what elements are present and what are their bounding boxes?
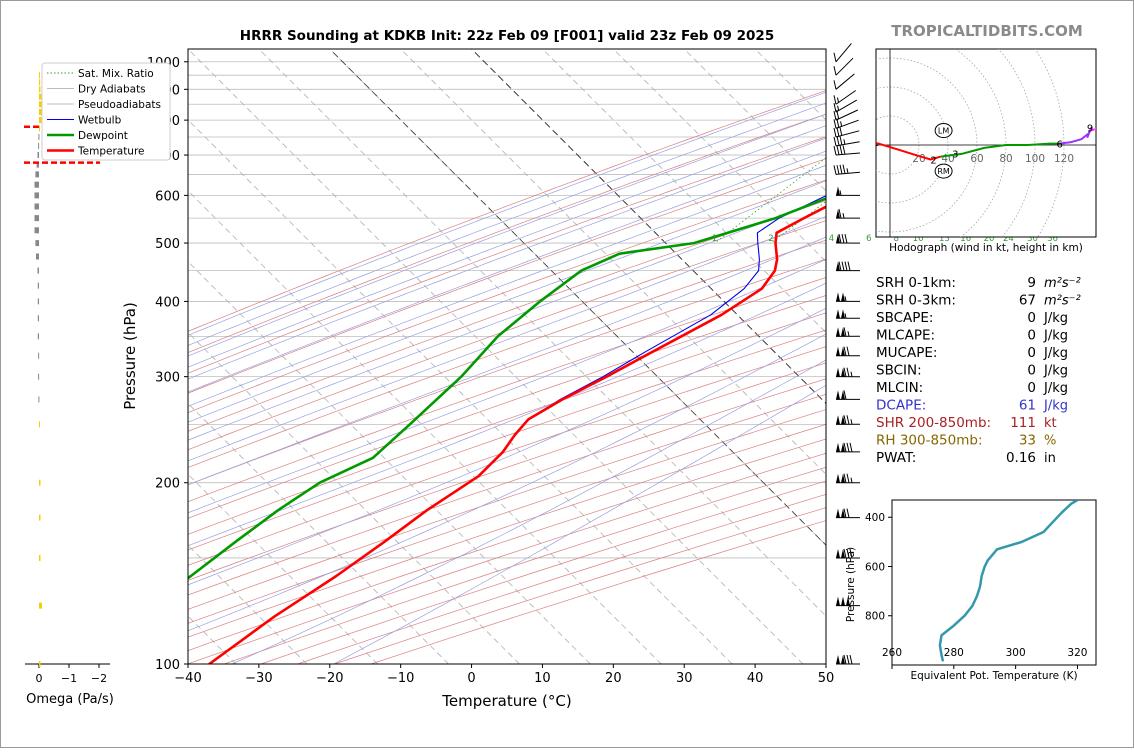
figure-frame <box>0 0 1134 748</box>
